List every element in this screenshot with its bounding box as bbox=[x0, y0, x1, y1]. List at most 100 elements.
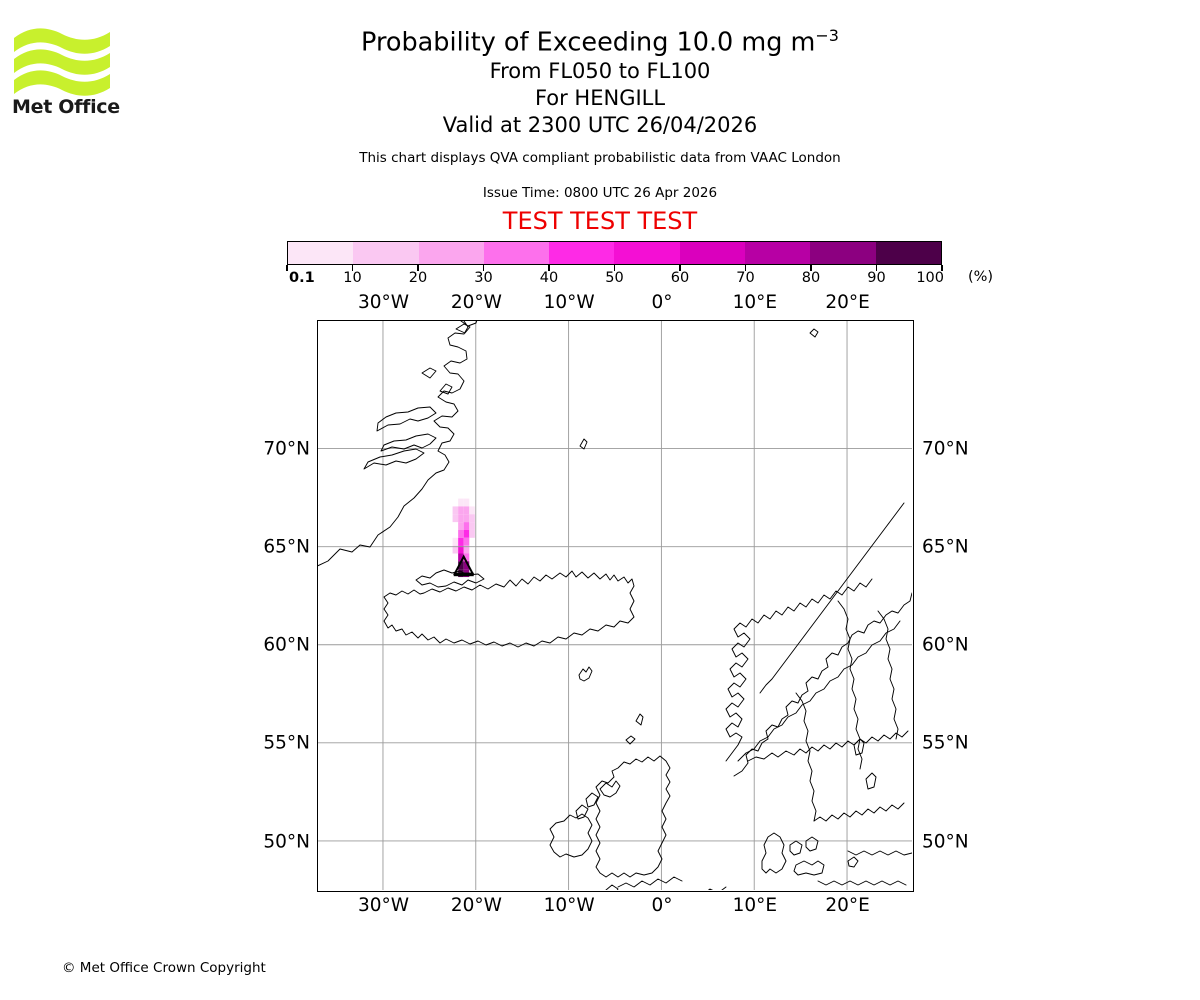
plume-cell bbox=[469, 522, 475, 530]
met-office-logo: Met Office bbox=[12, 22, 122, 117]
test-banner: TEST TEST TEST bbox=[502, 207, 698, 236]
plume-cell bbox=[458, 537, 464, 546]
plume-cell bbox=[458, 561, 464, 570]
colorbar-tick-5 bbox=[613, 265, 616, 271]
colorbar-tick-4 bbox=[548, 265, 550, 271]
page-title-exponent: −3 bbox=[815, 26, 839, 45]
plume-cell bbox=[463, 553, 470, 562]
plume-cell bbox=[458, 529, 464, 538]
colorbar-unit-label: (%) bbox=[968, 269, 994, 285]
coastlines bbox=[318, 321, 912, 890]
plume-cell bbox=[463, 506, 470, 515]
colorbar-tick-6 bbox=[679, 265, 681, 271]
colorbar-tick-label-7: 70 bbox=[736, 270, 755, 286]
plume-cell bbox=[463, 537, 470, 546]
colorbar-band-6 bbox=[679, 242, 746, 264]
lat-tick-label-right-4: 70°N bbox=[922, 438, 969, 460]
lat-tick-label-right-2: 60°N bbox=[922, 634, 969, 656]
volcano-name-line: For HENGILL bbox=[534, 85, 666, 110]
ash-plume-layer bbox=[452, 498, 475, 578]
colorbar-tick-label-1: 10 bbox=[343, 270, 362, 286]
plume-cell bbox=[458, 553, 464, 562]
plume-cell bbox=[458, 545, 464, 554]
colorbar-tick-label-4: 40 bbox=[539, 270, 559, 286]
colorbar-tick-label-8: 80 bbox=[801, 270, 821, 286]
plume-cell bbox=[469, 529, 475, 538]
lon-tick-label-bottom-1: 20°W bbox=[450, 895, 502, 916]
lon-tick-label-top-1: 20°W bbox=[450, 292, 502, 313]
copyright-footer: © Met Office Crown Copyright bbox=[62, 960, 266, 976]
logo-text: Met Office bbox=[12, 96, 120, 117]
lat-tick-label-right-3: 65°N bbox=[922, 536, 969, 558]
plume-cell bbox=[463, 498, 470, 507]
colorbar-band-7 bbox=[745, 242, 811, 264]
plume-cell bbox=[458, 514, 464, 523]
lon-tick-label-top-2: 10°W bbox=[543, 292, 595, 313]
plume-cell bbox=[452, 514, 459, 523]
colorbar-band-1 bbox=[353, 242, 419, 264]
colorbar-tick-label-0: 0.1 bbox=[289, 270, 315, 286]
flight-level-line: From FL050 to FL100 bbox=[489, 58, 711, 83]
plume-cell bbox=[463, 514, 470, 523]
colorbar-tick-label-5: 50 bbox=[605, 270, 624, 286]
logo-waves bbox=[14, 28, 110, 96]
lon-tick-label-bottom-4: 10°E bbox=[732, 895, 778, 916]
colorbar-tick-label-2: 20 bbox=[408, 270, 428, 286]
colorbar-tick-8 bbox=[810, 265, 812, 271]
colorbar-tick-3 bbox=[482, 265, 485, 271]
map-plot-area[interactable] bbox=[317, 320, 914, 892]
colorbar-tick-0 bbox=[286, 265, 288, 271]
lon-tick-label-bottom-3: 0° bbox=[651, 895, 673, 916]
colorbar-band-4 bbox=[549, 242, 615, 264]
lat-tick-label-left-4: 70°N bbox=[263, 438, 310, 460]
lat-tick-label-left-1: 55°N bbox=[263, 732, 310, 754]
colorbar-tick-9 bbox=[875, 265, 878, 271]
map-gridlines bbox=[318, 321, 912, 890]
title-block: Probability of Exceeding 10.0 mg m−3 Fro… bbox=[0, 0, 1200, 235]
colorbar: 0.1 10 20 30 40 50 60 70 80 90 100 bbox=[286, 241, 944, 287]
colorbar-band-9 bbox=[875, 242, 941, 264]
colorbar-bands bbox=[287, 241, 942, 265]
lon-tick-label-top-0: 30°W bbox=[358, 292, 410, 313]
plume-cell bbox=[463, 545, 470, 554]
colorbar-band-3 bbox=[483, 242, 550, 264]
colorbar-tick-1 bbox=[351, 265, 354, 271]
plume-cell bbox=[463, 522, 470, 530]
lon-tick-label-top-3: 0° bbox=[651, 292, 673, 313]
colorbar-tick-10 bbox=[941, 265, 943, 271]
plume-cell bbox=[469, 514, 475, 523]
lon-tick-label-bottom-5: 20°E bbox=[825, 895, 870, 916]
colorbar-tick-label-3: 30 bbox=[474, 270, 493, 286]
colorbar-band-5 bbox=[614, 242, 680, 264]
plume-cell bbox=[452, 545, 459, 554]
colorbar-band-8 bbox=[810, 242, 876, 264]
lat-tick-label-left-0: 50°N bbox=[263, 831, 310, 853]
plume-cell bbox=[458, 522, 464, 530]
plume-cell bbox=[469, 506, 475, 515]
lon-tick-label-top-5: 20°E bbox=[825, 292, 870, 313]
plume-cell bbox=[452, 506, 459, 515]
colorbar-band-0 bbox=[288, 242, 354, 264]
lat-tick-label-left-3: 65°N bbox=[263, 536, 310, 558]
plume-cell bbox=[458, 498, 464, 507]
plume-cell bbox=[452, 537, 459, 546]
colorbar-tick-2 bbox=[417, 265, 419, 271]
lat-tick-label-right-1: 55°N bbox=[922, 732, 969, 754]
plume-cell bbox=[463, 529, 470, 538]
issue-time: Issue Time: 0800 UTC 26 Apr 2026 bbox=[482, 185, 718, 202]
valid-time-line: Valid at 2300 UTC 26/04/2026 bbox=[442, 112, 758, 137]
colorbar-tick-7 bbox=[744, 265, 747, 271]
colorbar-tick-label-6: 60 bbox=[670, 270, 690, 286]
colorbar-tick-label-10: 100 bbox=[916, 270, 944, 286]
plume-cell bbox=[463, 561, 470, 570]
colorbar-ticks: 0.1 10 20 30 40 50 60 70 80 90 100 bbox=[286, 265, 944, 287]
qva-note: This chart displays QVA compliant probab… bbox=[359, 150, 841, 167]
lat-tick-label-right-0: 50°N bbox=[922, 831, 969, 853]
lat-tick-label-left-2: 60°N bbox=[263, 634, 310, 656]
page-title: Probability of Exceeding 10.0 mg m−3 bbox=[0, 26, 1200, 58]
lon-tick-label-bottom-2: 10°W bbox=[543, 895, 595, 916]
volcano-marker[interactable] bbox=[453, 554, 475, 577]
colorbar-band-2 bbox=[418, 242, 484, 264]
plume-cell bbox=[458, 506, 464, 515]
lon-tick-label-bottom-0: 30°W bbox=[358, 895, 410, 916]
